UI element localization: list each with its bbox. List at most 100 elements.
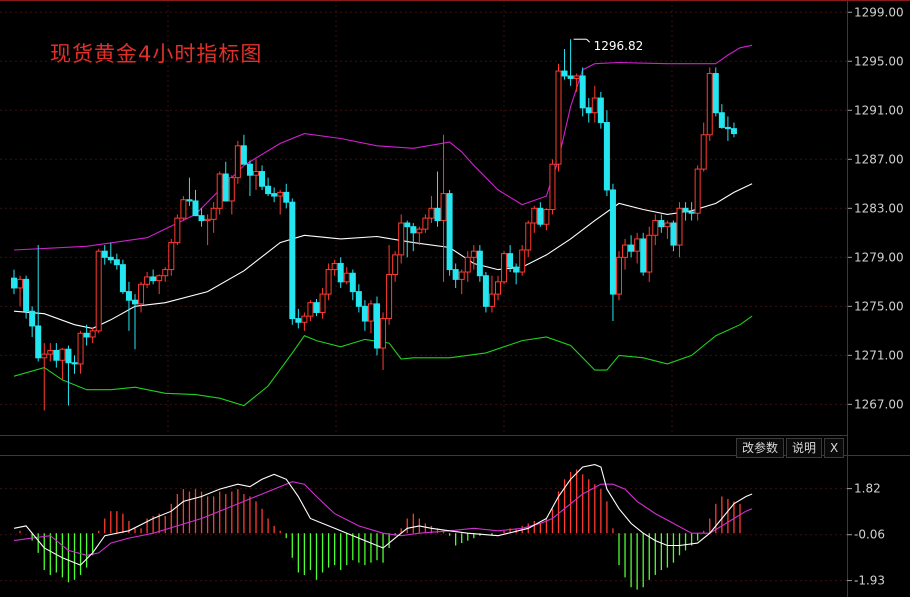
candle-down	[289, 201, 296, 320]
candle-down	[119, 264, 126, 293]
candle-up	[89, 330, 96, 338]
candle-up	[488, 293, 495, 307]
boll-lower-line	[13, 315, 753, 407]
candle-up	[531, 207, 538, 224]
candle-down	[724, 126, 731, 130]
candle-down	[313, 302, 320, 313]
candle-down	[537, 207, 544, 225]
candle-down	[452, 269, 459, 280]
candle-down	[271, 193, 278, 197]
y-tick-label: 1275.00	[854, 299, 904, 313]
candle-up	[277, 191, 284, 197]
candle-down	[361, 305, 368, 322]
peak-marker-tail	[586, 38, 591, 43]
candle-down	[597, 97, 604, 124]
y-tick-label: 1283.00	[854, 201, 904, 215]
candle-up	[416, 228, 423, 234]
candle-down	[567, 75, 574, 79]
macd-y-tick-label: 1.82	[854, 482, 881, 496]
macd-dif-line	[13, 464, 753, 566]
macd-dea-line	[13, 481, 753, 556]
candle-up	[59, 348, 66, 361]
candle-up	[519, 249, 526, 273]
candle-up	[470, 250, 477, 258]
candle-up	[616, 256, 622, 295]
candle-up	[422, 217, 429, 230]
candle-up	[325, 269, 332, 295]
peak-price-label: 1296.82	[594, 39, 644, 53]
candle-up	[343, 272, 350, 283]
candle-down	[192, 200, 199, 217]
candle-up	[694, 168, 701, 214]
candle-up	[646, 234, 653, 273]
candle-up	[464, 256, 471, 273]
candle-up	[700, 134, 707, 170]
candle-up	[386, 273, 393, 320]
candle-up	[307, 302, 314, 317]
candle-down	[35, 325, 42, 359]
candle-up	[458, 271, 465, 280]
candle-up	[17, 278, 24, 289]
indicator-toolbar: 改参数 说明 X	[736, 438, 846, 458]
candle-up	[144, 276, 151, 285]
candle-down	[513, 266, 520, 273]
y-tick-label: 1279.00	[854, 250, 904, 264]
candle-down	[609, 189, 616, 295]
candle-up	[634, 238, 641, 252]
candle-down	[640, 238, 647, 273]
candle-up	[162, 269, 169, 277]
candle-up	[156, 275, 163, 282]
candle-down	[113, 259, 120, 266]
candle-up	[331, 262, 338, 271]
candle-up	[367, 303, 374, 322]
candle-down	[337, 262, 344, 283]
candle-down	[349, 272, 356, 293]
help-button[interactable]: 说明	[786, 438, 823, 458]
modify-params-button[interactable]: 改参数	[736, 438, 785, 458]
candle-up	[319, 293, 326, 313]
candle-down	[150, 276, 157, 282]
candle-down	[132, 299, 138, 305]
candle-up	[622, 244, 629, 258]
candle-down	[71, 362, 78, 365]
candle-up	[253, 171, 259, 176]
candle-down	[712, 73, 719, 114]
chart-title: 现货黄金4小时指标图	[50, 42, 263, 66]
candle-down	[83, 332, 90, 338]
candle-up	[573, 75, 580, 79]
candle-up	[47, 349, 54, 355]
candle-up	[440, 193, 447, 222]
close-indicator-button[interactable]: X	[824, 438, 845, 458]
boll-upper-line	[13, 44, 753, 251]
candle-up	[392, 254, 399, 275]
y-tick-label: 1271.00	[854, 348, 904, 362]
candle-up	[77, 332, 84, 365]
candle-down	[107, 256, 114, 261]
candle-up	[543, 209, 550, 225]
candle-down	[718, 112, 725, 128]
y-tick-label: 1287.00	[854, 152, 904, 166]
candle-down	[283, 191, 290, 203]
candle-up	[95, 250, 102, 332]
candle-up	[495, 281, 501, 295]
candle-down	[628, 244, 635, 252]
candle-up	[41, 353, 48, 359]
candle-up	[234, 145, 241, 179]
candle-down	[11, 277, 17, 289]
candle-down	[355, 291, 362, 307]
candle-down	[688, 211, 695, 214]
candle-up	[398, 222, 405, 256]
candle-down	[603, 122, 610, 191]
candle-down	[240, 145, 247, 165]
candle-up	[210, 207, 217, 220]
candle-down	[579, 75, 586, 109]
candle-up	[168, 242, 175, 271]
candle-up	[428, 207, 435, 219]
candle-down	[670, 222, 677, 246]
candle-up	[676, 207, 683, 246]
boll-mid-line	[13, 183, 753, 329]
candle-down	[434, 207, 441, 222]
candle-down	[198, 215, 205, 222]
candle-down	[446, 193, 453, 271]
